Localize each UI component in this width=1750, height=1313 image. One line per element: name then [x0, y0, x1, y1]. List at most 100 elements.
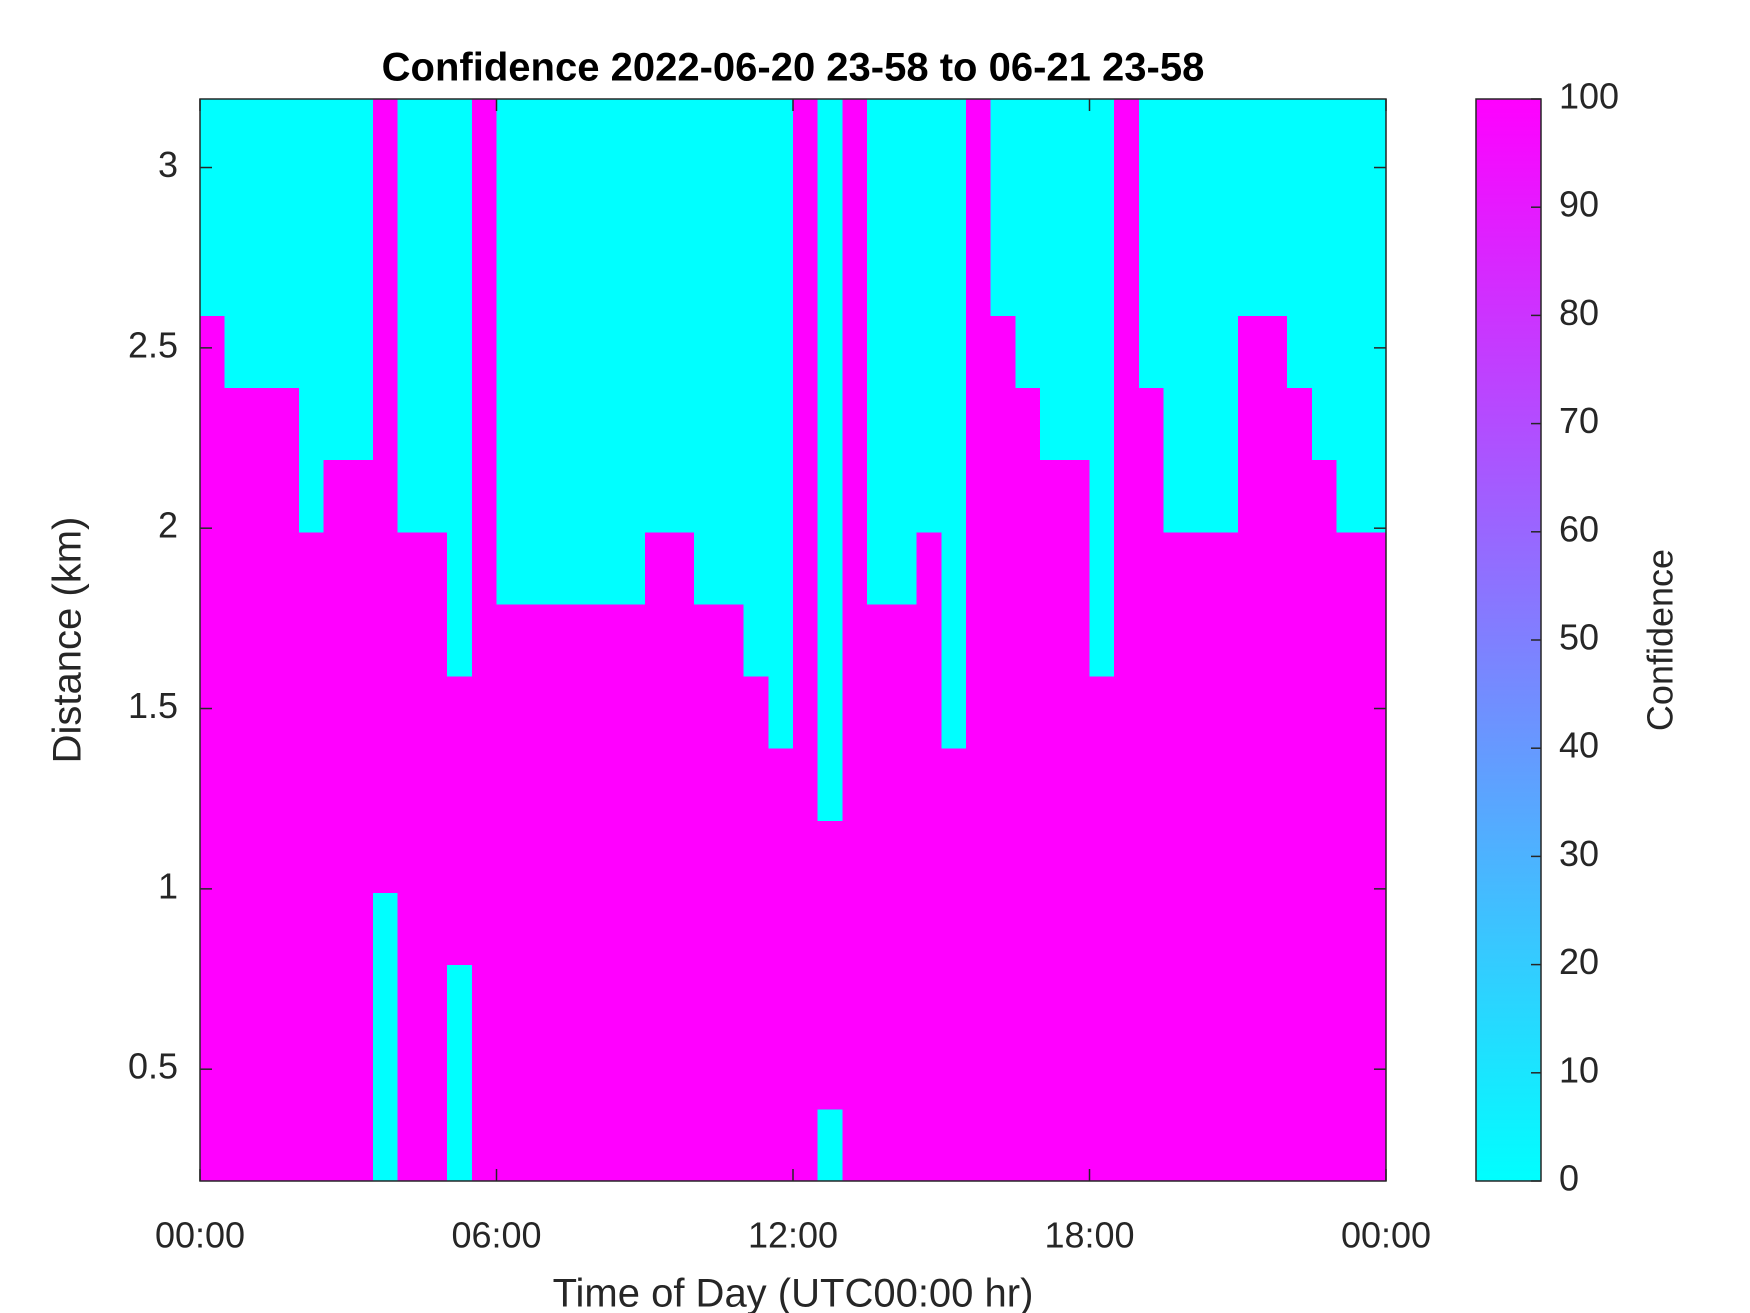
heatmap-cell: [447, 459, 473, 533]
heatmap-cell: [1311, 748, 1338, 821]
heatmap-cell: [397, 171, 423, 244]
heatmap-cell: [916, 171, 942, 244]
heatmap-cell: [249, 387, 275, 461]
heatmap-cell: [965, 748, 992, 821]
heatmap-cell: [1287, 459, 1313, 533]
heatmap-cell: [620, 892, 646, 966]
heatmap-cell: [669, 459, 695, 533]
heatmap-cell: [224, 820, 250, 893]
heatmap-cell: [496, 243, 522, 316]
heatmap-cell: [867, 387, 893, 461]
heatmap-cell: [1237, 171, 1263, 244]
heatmap-cell: [545, 243, 572, 316]
heatmap-cell: [1213, 964, 1239, 1038]
heatmap-cell: [1188, 387, 1214, 461]
heatmap-cell: [447, 531, 473, 605]
heatmap-cell: [496, 171, 522, 244]
heatmap-cell: [768, 748, 794, 821]
heatmap-cell: [644, 243, 670, 316]
heatmap-cell: [1138, 1108, 1165, 1182]
heatmap-cell: [891, 531, 918, 605]
heatmap-cell: [595, 603, 621, 677]
heatmap-cell: [842, 964, 868, 1038]
heatmap-cell: [1114, 748, 1140, 821]
heatmap-cell: [1287, 243, 1313, 316]
heatmap-cell: [867, 243, 893, 316]
heatmap-cell: [372, 387, 399, 461]
heatmap-cell: [1015, 459, 1041, 533]
heatmap-cell: [298, 892, 325, 966]
heatmap-cell: [842, 315, 868, 389]
heatmap-cell: [595, 315, 621, 389]
heatmap-cell: [298, 964, 325, 1038]
heatmap-cell: [1089, 676, 1115, 749]
heatmap-cell: [694, 99, 720, 172]
heatmap-cell: [941, 99, 967, 172]
heatmap-cell: [496, 964, 522, 1038]
heatmap-cell: [397, 315, 423, 389]
heatmap-cell: [793, 676, 819, 749]
heatmap-cell: [224, 387, 250, 461]
heatmap-cell: [521, 387, 547, 461]
heatmap-cell: [743, 964, 769, 1038]
heatmap-cell: [718, 243, 745, 316]
heatmap-cell: [768, 99, 794, 172]
heatmap-cell: [1311, 892, 1338, 966]
heatmap-cell: [397, 603, 423, 677]
heatmap-cell: [348, 603, 374, 677]
heatmap-cell: [620, 603, 646, 677]
y-tick-label: 3: [158, 144, 178, 185]
heatmap-cell: [1114, 387, 1140, 461]
heatmap-cell: [1015, 964, 1041, 1038]
heatmap-cell: [348, 1108, 374, 1182]
heatmap-cell: [521, 459, 547, 533]
heatmap-cell: [348, 892, 374, 966]
heatmap-cell: [397, 1108, 423, 1182]
heatmap-cell: [372, 459, 399, 533]
heatmap-cell: [1089, 1036, 1115, 1110]
heatmap-cell: [644, 1108, 670, 1182]
heatmap-cell: [521, 243, 547, 316]
heatmap-cell: [422, 459, 448, 533]
heatmap-cell: [1237, 531, 1263, 605]
heatmap-cell: [570, 820, 596, 893]
heatmap-cell: [521, 676, 547, 749]
heatmap-cell: [372, 99, 399, 172]
heatmap-cell: [1163, 171, 1189, 244]
heatmap-cell: [570, 748, 596, 821]
heatmap-cell: [891, 99, 918, 172]
heatmap-cell: [274, 459, 300, 533]
heatmap-cell: [669, 315, 695, 389]
heatmap-cell: [1311, 820, 1338, 893]
heatmap-cell: [1287, 892, 1313, 966]
heatmap-cell: [372, 531, 399, 605]
heatmap-cell: [397, 531, 423, 605]
heatmap-cell: [249, 171, 275, 244]
heatmap-cell: [842, 171, 868, 244]
heatmap-cell: [1361, 964, 1387, 1038]
heatmap-cell: [323, 748, 349, 821]
heatmap-cell: [1163, 748, 1189, 821]
heatmap-cell: [496, 603, 522, 677]
heatmap-cell: [422, 171, 448, 244]
heatmap-cell: [1237, 243, 1263, 316]
heatmap-cell: [447, 676, 473, 749]
heatmap-cell: [990, 820, 1016, 893]
heatmap-cell: [298, 1108, 325, 1182]
heatmap-cell: [1015, 1036, 1041, 1110]
heatmap-cell: [1089, 531, 1115, 605]
heatmap-cell: [545, 964, 572, 1038]
heatmap-cell: [323, 459, 349, 533]
heatmap-cell: [1015, 531, 1041, 605]
heatmap-cell: [471, 1108, 497, 1182]
heatmap-cell: [249, 748, 275, 821]
heatmap-cell: [1336, 676, 1362, 749]
heatmap-cell: [1188, 892, 1214, 966]
heatmap-cell: [249, 603, 275, 677]
heatmap-cell: [1163, 820, 1189, 893]
heatmap-cell: [298, 1036, 325, 1110]
heatmap-cell: [1040, 748, 1066, 821]
heatmap-cell: [521, 315, 547, 389]
heatmap-cell: [990, 964, 1016, 1038]
heatmap-cell: [867, 1036, 893, 1110]
